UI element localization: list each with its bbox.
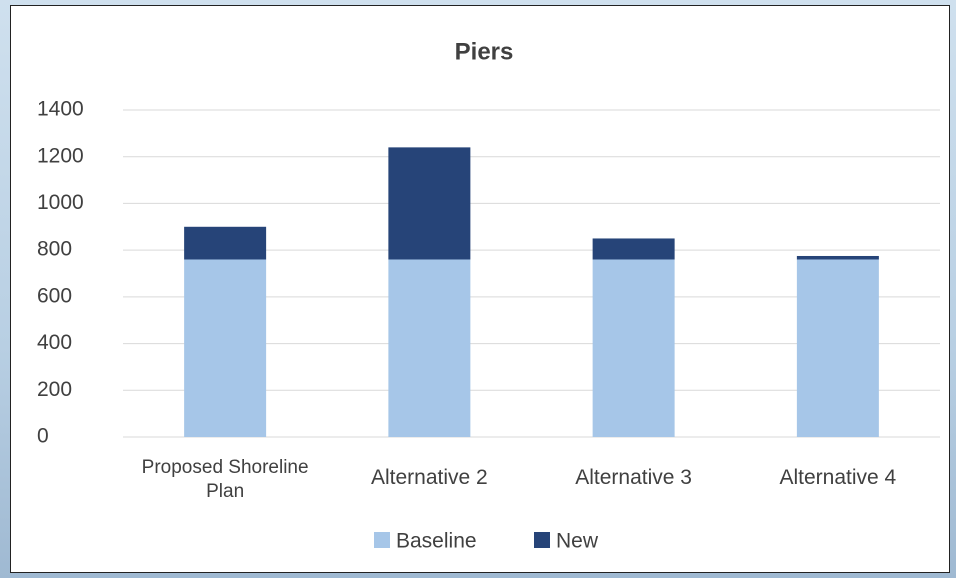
chart-title: Piers: [455, 38, 514, 65]
bar-segment: [796, 255, 879, 260]
x-tick-label: Alternative 2: [371, 466, 488, 489]
y-tick-label: 200: [37, 378, 72, 401]
bar-segment: [796, 259, 879, 437]
x-tick-label: Proposed Shoreline Plan: [141, 457, 309, 502]
y-tick-label: 1000: [37, 191, 84, 214]
y-tick-label: 0: [37, 425, 49, 448]
chart-panel: [10, 5, 950, 573]
bar-segment: [388, 147, 471, 260]
bar-segment: [592, 238, 675, 260]
y-tick-label: 600: [37, 284, 72, 307]
bar-segment: [592, 259, 675, 437]
y-tick-label: 1400: [37, 98, 84, 121]
bar-segment: [184, 259, 267, 437]
legend-swatch: [374, 532, 390, 548]
legend-label: New: [556, 530, 599, 553]
x-tick-label: Alternative 3: [575, 466, 692, 489]
legend-swatch: [534, 532, 550, 548]
bar-segment: [184, 226, 267, 260]
y-tick-label: 400: [37, 331, 72, 354]
y-tick-label: 800: [37, 238, 72, 261]
legend-label: Baseline: [396, 530, 477, 553]
x-tick-label: Alternative 4: [779, 466, 897, 489]
y-tick-label: 1200: [37, 144, 84, 167]
bar-segment: [388, 259, 471, 437]
